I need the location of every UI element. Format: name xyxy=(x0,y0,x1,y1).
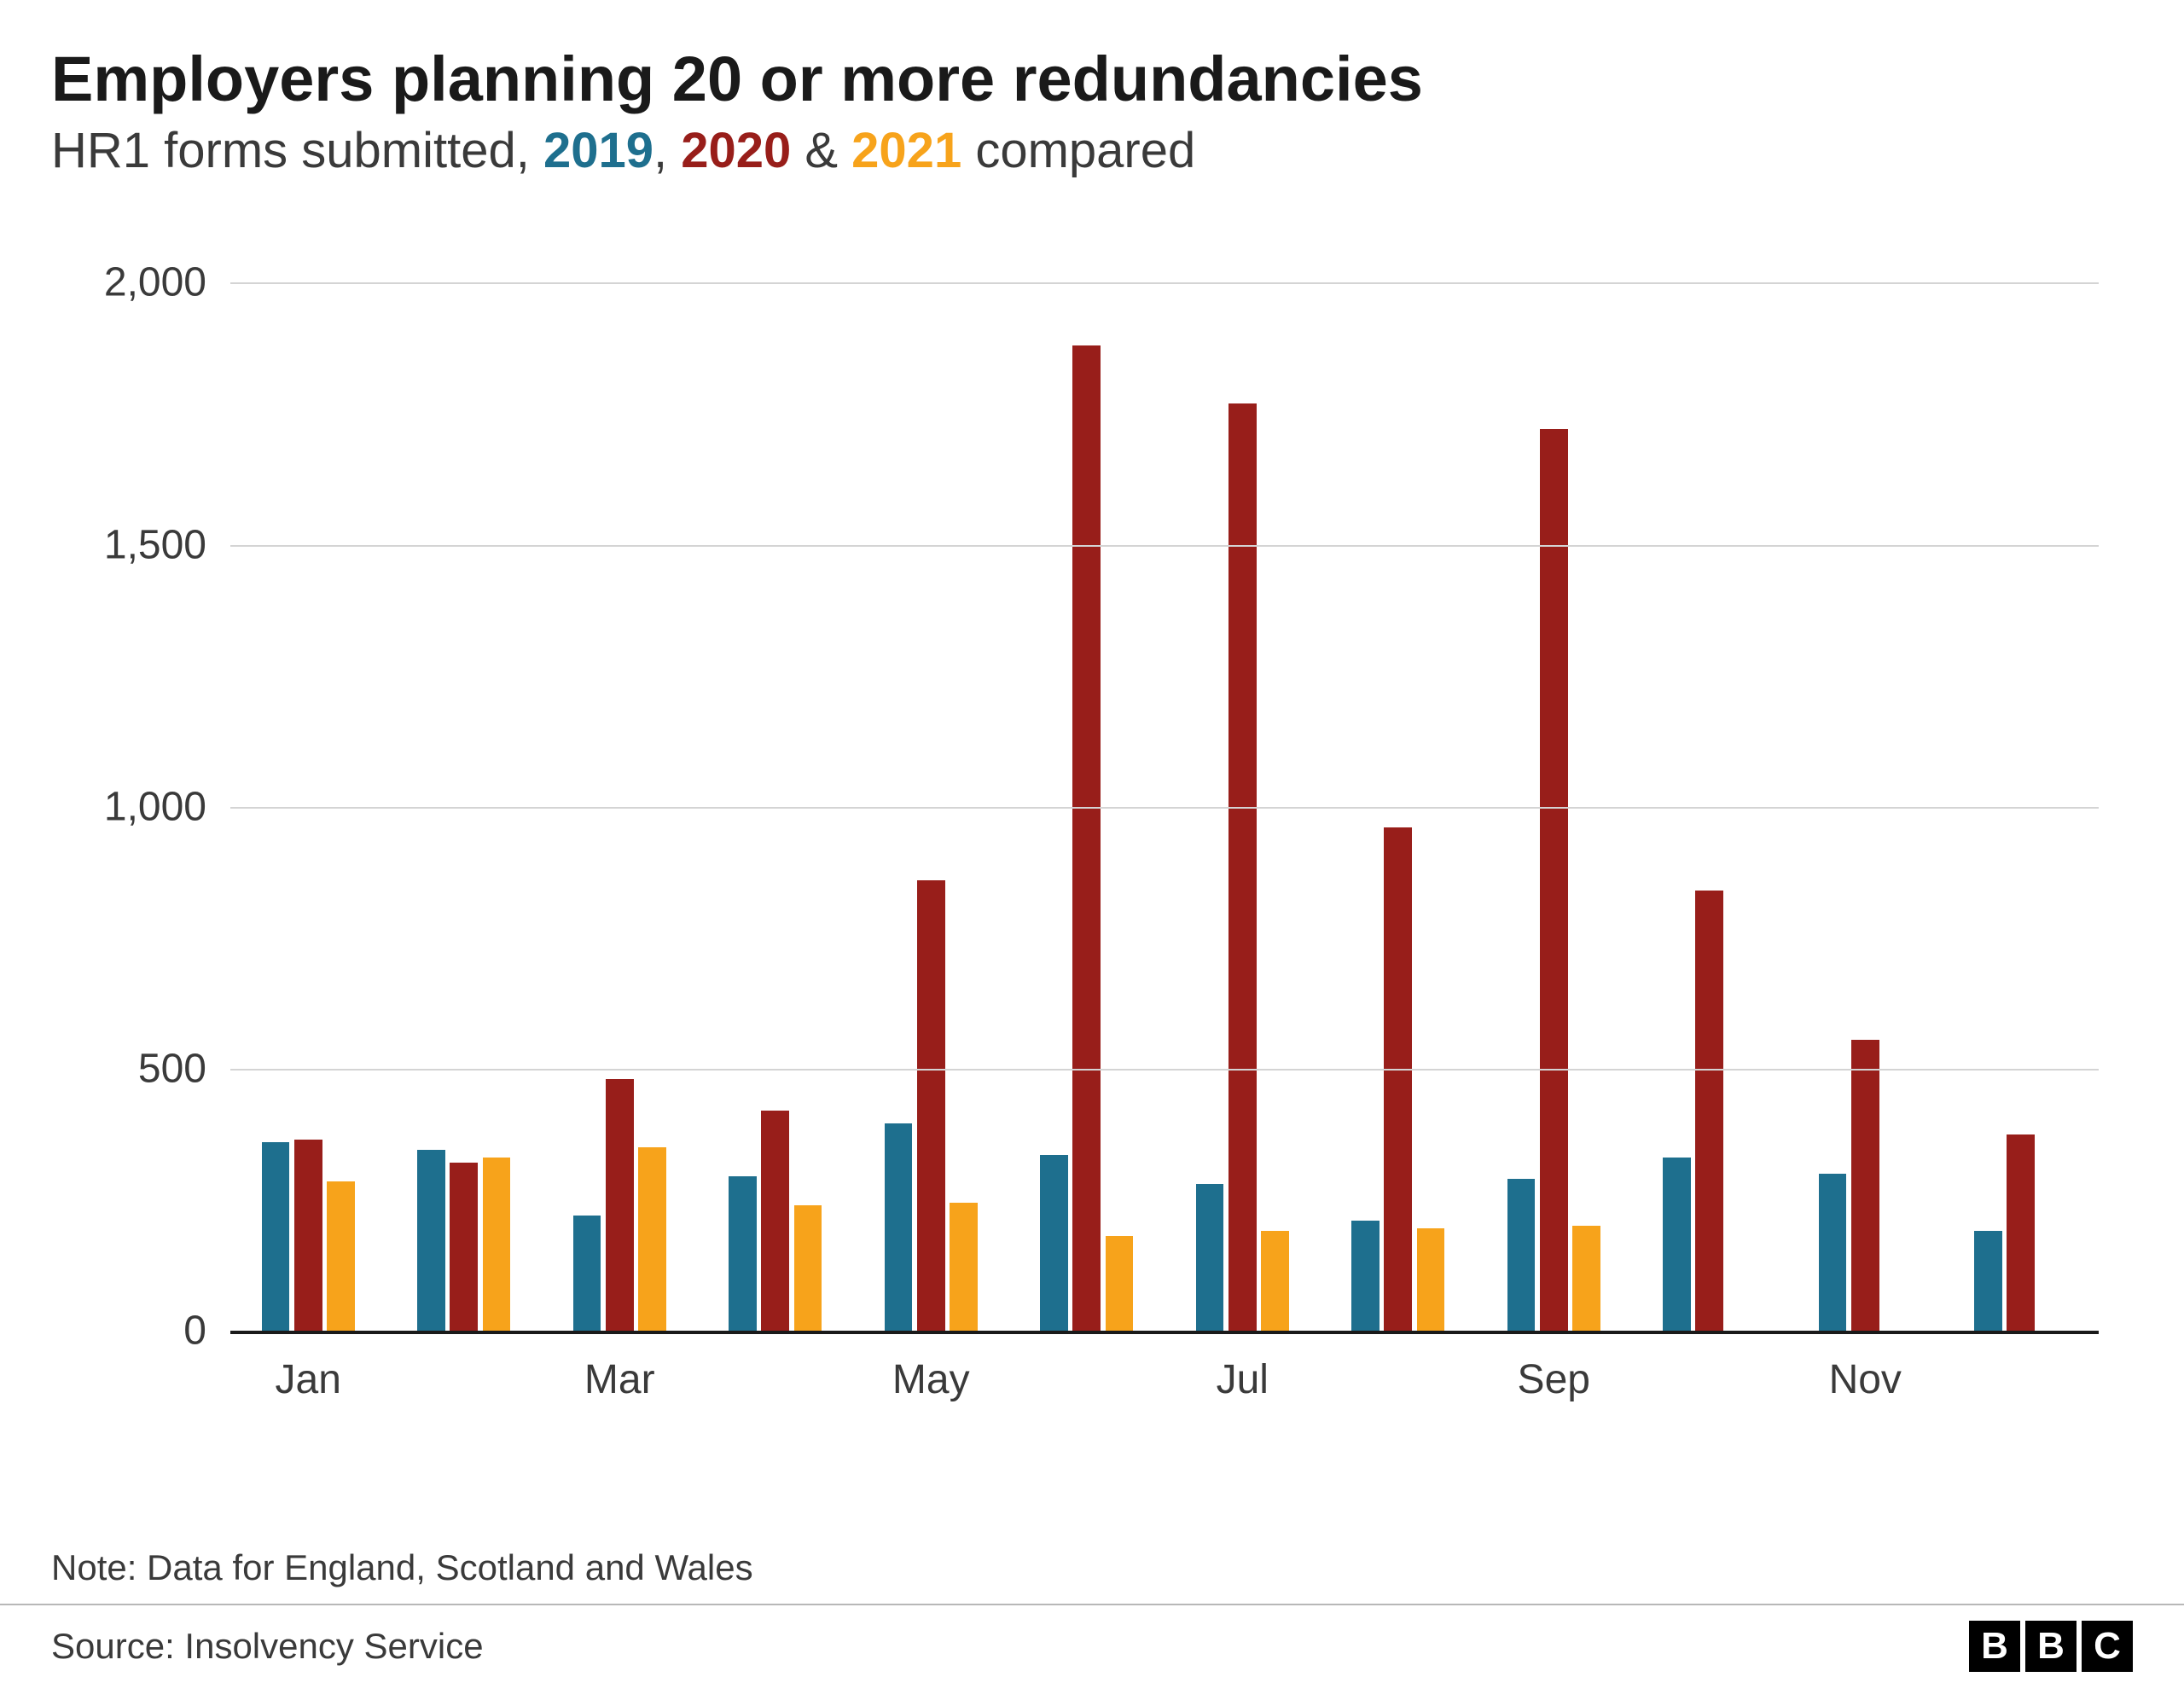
bar xyxy=(1196,1184,1224,1331)
legend-2021: 2021 xyxy=(851,123,961,178)
bar xyxy=(1106,1236,1134,1331)
bar xyxy=(885,1123,913,1331)
bar xyxy=(1261,1231,1289,1331)
y-axis-tick: 2,000 xyxy=(104,259,230,306)
subtitle-sep: , xyxy=(653,123,681,178)
bar xyxy=(1663,1158,1691,1331)
bar xyxy=(450,1163,478,1331)
bar xyxy=(729,1176,757,1331)
source-row: Source: Insolvency Service BBC xyxy=(0,1605,2184,1672)
gridline xyxy=(230,1069,2099,1071)
bar xyxy=(761,1111,789,1331)
gridline xyxy=(230,807,2099,809)
bar xyxy=(1417,1228,1445,1331)
gridline xyxy=(230,282,2099,284)
bar xyxy=(1040,1155,1068,1331)
x-axis-baseline xyxy=(230,1331,2099,1334)
subtitle-sep: & xyxy=(791,123,851,178)
chart-container: Employers planning 20 or more redundanci… xyxy=(0,0,2184,1706)
subtitle-suffix: compared xyxy=(961,123,1195,178)
bar xyxy=(917,880,945,1331)
source-text: Source: Insolvency Service xyxy=(51,1626,484,1667)
chart-area: 0 500 1,000 1,500 2,000 Jan Mar May Jul Sep Nov xyxy=(51,222,2133,1433)
bbc-logo-box: B xyxy=(1969,1621,2020,1672)
bar xyxy=(638,1147,666,1331)
x-axis-tick: Mar xyxy=(584,1331,655,1403)
x-axis-tick: Nov xyxy=(1829,1331,1902,1403)
bar xyxy=(483,1158,511,1331)
chart-subtitle: HR1 forms submitted, 2019, 2020 & 2021 c… xyxy=(51,122,2133,179)
legend-2020: 2020 xyxy=(681,123,791,178)
bar xyxy=(794,1205,822,1331)
bar xyxy=(606,1079,634,1331)
bar xyxy=(1072,345,1101,1331)
bar xyxy=(1572,1226,1600,1331)
x-axis-tick: Jan xyxy=(276,1331,341,1403)
x-axis-tick: Jul xyxy=(1217,1331,1269,1403)
bar xyxy=(294,1140,322,1331)
chart-title: Employers planning 20 or more redundanci… xyxy=(51,43,2133,115)
bar xyxy=(1819,1174,1847,1331)
bar xyxy=(950,1203,978,1332)
bar xyxy=(1507,1179,1536,1331)
y-axis-tick: 1,000 xyxy=(104,783,230,830)
x-axis-tick: May xyxy=(892,1331,970,1403)
bar xyxy=(262,1142,290,1331)
bar xyxy=(1228,403,1257,1331)
bar xyxy=(1351,1221,1380,1331)
x-axis-tick: Sep xyxy=(1518,1331,1590,1403)
bar xyxy=(1695,891,1723,1331)
bar xyxy=(1540,429,1568,1331)
bar xyxy=(1384,827,1412,1331)
y-axis-tick: 0 xyxy=(183,1308,230,1355)
bar xyxy=(2007,1134,2035,1331)
bbc-logo-box: B xyxy=(2025,1621,2077,1672)
subtitle-prefix: HR1 forms submitted, xyxy=(51,123,543,178)
legend-2019: 2019 xyxy=(543,123,653,178)
plot-region: 05001,0001,5002,000JanMarMayJulSepNov xyxy=(230,230,2099,1331)
bar xyxy=(417,1150,445,1331)
bbc-logo: BBC xyxy=(1969,1621,2133,1672)
bar xyxy=(573,1216,601,1331)
bar xyxy=(1851,1040,1879,1331)
footnote: Note: Data for England, Scotland and Wal… xyxy=(0,1532,2184,1605)
bars-layer xyxy=(230,230,2099,1331)
bbc-logo-box: C xyxy=(2082,1621,2133,1672)
bar xyxy=(1974,1231,2002,1331)
chart-footer: Note: Data for England, Scotland and Wal… xyxy=(0,1532,2184,1672)
bar xyxy=(327,1181,355,1331)
gridline xyxy=(230,545,2099,547)
y-axis-tick: 1,500 xyxy=(104,521,230,568)
y-axis-tick: 500 xyxy=(138,1045,230,1092)
